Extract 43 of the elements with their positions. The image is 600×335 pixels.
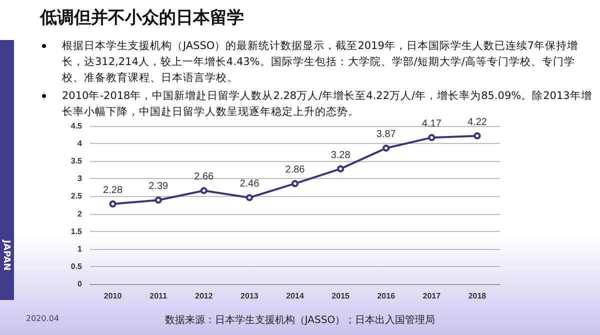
x-tick-label: 2010: [104, 292, 122, 300]
x-tick-label: 2013: [240, 292, 259, 300]
y-tick-label: 2.5: [70, 192, 83, 201]
point: [337, 165, 344, 172]
point: [428, 134, 436, 142]
text: 2020.04: [26, 314, 60, 323]
x-tick-label: 2014: [286, 292, 304, 300]
y-tick-label: 1: [78, 244, 83, 254]
y-tick-label: 0: [78, 280, 83, 288]
y-tick-label: 3.5: [70, 156, 83, 166]
y-tick-label: 2: [78, 209, 83, 218]
x-tick-label: 2015: [332, 292, 350, 300]
y-tick-label: 4.5: [70, 122, 83, 130]
y-tick-label: 3: [78, 174, 83, 184]
chart-title: 低调但并不小众的日本留学: [40, 7, 244, 29]
source-note: 数据来源：日本学生支援机构（JASSO）；日本出入国管理局: [164, 315, 436, 326]
x-tick-label: 2016: [377, 292, 396, 300]
point: [154, 196, 162, 204]
text: JAPAN: [1, 240, 11, 271]
y-tick-label: 0.5: [70, 262, 83, 271]
x-tick-label: 2018: [468, 292, 487, 300]
x-tick-label: 2012: [194, 292, 214, 300]
y-tick-label: 4: [78, 139, 83, 148]
point: [109, 200, 116, 208]
data-label: 2.28: [103, 184, 123, 196]
data-label: 2.66: [194, 172, 214, 183]
text: 根据日本学生支援机构（JASSO）的最新统计数据显示，截至2019年，日本国际学生人数已连续7年保持增长，达312,214人，较上一年增长4.43%。国际学生包括：大学院、学部/短期大学/高等专门学校、专门学校、准备教育课程、日本语言学校。: [61, 39, 580, 86]
y-tick-label: 1.5: [70, 226, 83, 236]
point: [382, 144, 390, 152]
point: [246, 194, 253, 202]
x-tick-label: 2011: [150, 292, 168, 300]
point: [474, 132, 481, 140]
text: 2010年-2018年，中国新增赴日留学人数从2.28万人/年增长至4.22万人/年，增长率为85.09%。除2013年增长率小幅下降，中国赴日留学人数呈现逐年稳定上升的态势。: [62, 90, 592, 118]
data-label: 4.17: [422, 118, 442, 130]
data-label: 3.87: [376, 129, 396, 140]
point: [292, 180, 298, 188]
data-label: 2.86: [285, 164, 306, 176]
point: [200, 187, 208, 194]
data-label: 2.39: [148, 181, 168, 192]
data-label: 3.28: [330, 150, 351, 161]
data-label: 4.22: [467, 116, 488, 128]
x-tick-label: 2017: [422, 292, 442, 300]
data-label: 2.46: [240, 178, 260, 190]
